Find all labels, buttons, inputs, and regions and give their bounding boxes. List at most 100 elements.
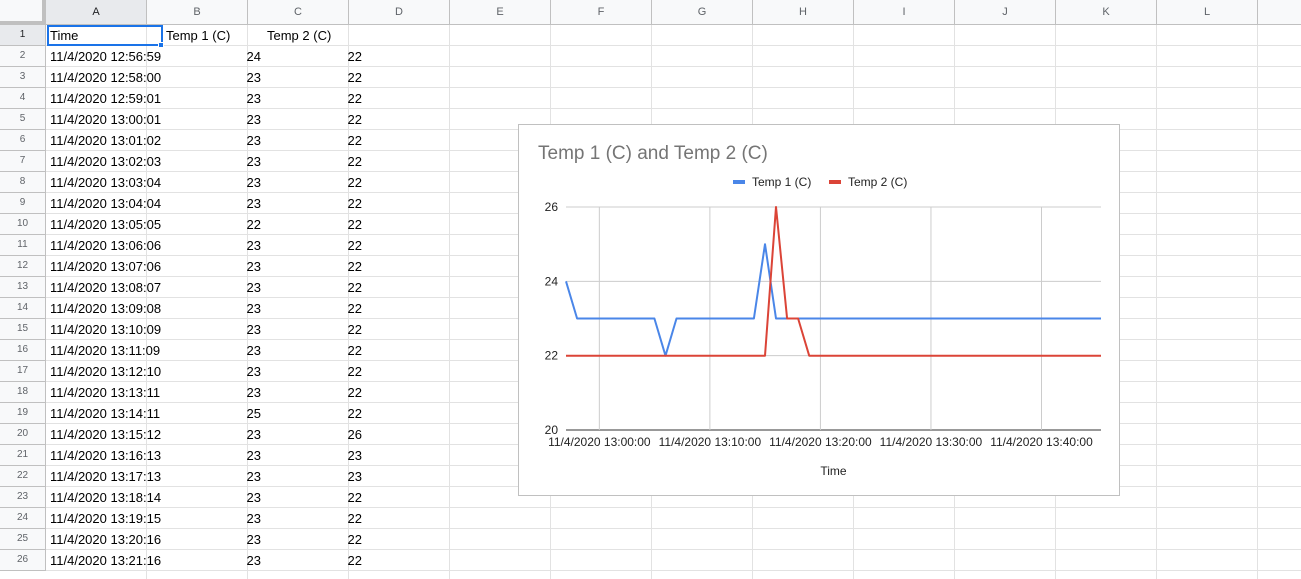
cell-b10[interactable]: 22	[163, 214, 264, 235]
cell-b23[interactable]: 23	[163, 487, 264, 508]
cell-a4[interactable]: 11/4/2020 12:59:01	[47, 88, 163, 109]
row-header-12[interactable]: 12	[0, 256, 46, 277]
cell-a22[interactable]: 11/4/2020 13:17:13	[47, 466, 163, 487]
cell-b13[interactable]: 23	[163, 277, 264, 298]
cell-a13[interactable]: 11/4/2020 13:08:07	[47, 277, 163, 298]
cell-b11[interactable]: 23	[163, 235, 264, 256]
cell-c19[interactable]: 22	[264, 403, 365, 424]
cell-a2[interactable]: 11/4/2020 12:56:59	[47, 46, 163, 67]
column-header-a[interactable]: A	[46, 0, 147, 24]
row-header-11[interactable]: 11	[0, 235, 46, 256]
cell-b17[interactable]: 23	[163, 361, 264, 382]
cell-c2[interactable]: 22	[264, 46, 365, 67]
cell-b15[interactable]: 23	[163, 319, 264, 340]
cell-a9[interactable]: 11/4/2020 13:04:04	[47, 193, 163, 214]
cell-b9[interactable]: 23	[163, 193, 264, 214]
cell-b8[interactable]: 23	[163, 172, 264, 193]
cell-b22[interactable]: 23	[163, 466, 264, 487]
row-header-3[interactable]: 3	[0, 67, 46, 88]
row-header-10[interactable]: 10	[0, 214, 46, 235]
cell-b4[interactable]: 23	[163, 88, 264, 109]
cell-c10[interactable]: 22	[264, 214, 365, 235]
cell-c21[interactable]: 23	[264, 445, 365, 466]
cell-c16[interactable]: 22	[264, 340, 365, 361]
column-header-l[interactable]: L	[1157, 0, 1258, 24]
cell-c13[interactable]: 22	[264, 277, 365, 298]
cell-c24[interactable]: 22	[264, 508, 365, 529]
row-header-1[interactable]: 1	[0, 25, 46, 46]
column-header-b[interactable]: B	[147, 0, 248, 24]
cell-a11[interactable]: 11/4/2020 13:06:06	[47, 235, 163, 256]
row-header-6[interactable]: 6	[0, 130, 46, 151]
cell-c17[interactable]: 22	[264, 361, 365, 382]
fill-handle[interactable]	[158, 42, 164, 48]
cell-c9[interactable]: 22	[264, 193, 365, 214]
row-header-24[interactable]: 24	[0, 508, 46, 529]
cell-a15[interactable]: 11/4/2020 13:10:09	[47, 319, 163, 340]
row-header-14[interactable]: 14	[0, 298, 46, 319]
row-header-22[interactable]: 22	[0, 466, 46, 487]
cell-c12[interactable]: 22	[264, 256, 365, 277]
cell-c22[interactable]: 23	[264, 466, 365, 487]
cell-b16[interactable]: 23	[163, 340, 264, 361]
cell-a24[interactable]: 11/4/2020 13:19:15	[47, 508, 163, 529]
cell-c7[interactable]: 22	[264, 151, 365, 172]
cell-a25[interactable]: 11/4/2020 13:20:16	[47, 529, 163, 550]
cell-b3[interactable]: 23	[163, 67, 264, 88]
cell-a23[interactable]: 11/4/2020 13:18:14	[47, 487, 163, 508]
cell-a20[interactable]: 11/4/2020 13:15:12	[47, 424, 163, 445]
cell-b21[interactable]: 23	[163, 445, 264, 466]
cell-a8[interactable]: 11/4/2020 13:03:04	[47, 172, 163, 193]
header-cell-c[interactable]: Temp 2 (C)	[264, 25, 365, 46]
cell-b2[interactable]: 24	[163, 46, 264, 67]
cell-a12[interactable]: 11/4/2020 13:07:06	[47, 256, 163, 277]
cell-a16[interactable]: 11/4/2020 13:11:09	[47, 340, 163, 361]
cell-a6[interactable]: 11/4/2020 13:01:02	[47, 130, 163, 151]
header-cell-a[interactable]: Time	[47, 25, 163, 46]
select-all-corner[interactable]	[0, 0, 46, 25]
cell-a14[interactable]: 11/4/2020 13:09:08	[47, 298, 163, 319]
cell-c6[interactable]: 22	[264, 130, 365, 151]
cell-b18[interactable]: 23	[163, 382, 264, 403]
cell-c11[interactable]: 22	[264, 235, 365, 256]
row-header-4[interactable]: 4	[0, 88, 46, 109]
cell-a7[interactable]: 11/4/2020 13:02:03	[47, 151, 163, 172]
cell-c26[interactable]: 22	[264, 550, 365, 571]
cell-c25[interactable]: 22	[264, 529, 365, 550]
column-header-g[interactable]: G	[652, 0, 753, 24]
cell-c4[interactable]: 22	[264, 88, 365, 109]
column-header-d[interactable]: D	[349, 0, 450, 24]
cell-b26[interactable]: 23	[163, 550, 264, 571]
cell-b7[interactable]: 23	[163, 151, 264, 172]
row-header-17[interactable]: 17	[0, 361, 46, 382]
row-header-25[interactable]: 25	[0, 529, 46, 550]
column-header-i[interactable]: I	[854, 0, 955, 24]
row-header-16[interactable]: 16	[0, 340, 46, 361]
cell-b20[interactable]: 23	[163, 424, 264, 445]
row-header-18[interactable]: 18	[0, 382, 46, 403]
cell-b24[interactable]: 23	[163, 508, 264, 529]
column-header-e[interactable]: E	[450, 0, 551, 24]
column-header-c[interactable]: C	[248, 0, 349, 24]
column-header-h[interactable]: H	[753, 0, 854, 24]
header-cell-b[interactable]: Temp 1 (C)	[163, 25, 264, 46]
row-header-15[interactable]: 15	[0, 319, 46, 340]
cell-c8[interactable]: 22	[264, 172, 365, 193]
embedded-line-chart[interactable]: Temp 1 (C) and Temp 2 (C) Temp 1 (C) Temp…	[518, 124, 1120, 496]
column-header-k[interactable]: K	[1056, 0, 1157, 24]
cell-a19[interactable]: 11/4/2020 13:14:11	[47, 403, 163, 424]
cell-c5[interactable]: 22	[264, 109, 365, 130]
cell-a18[interactable]: 11/4/2020 13:13:11	[47, 382, 163, 403]
cell-a26[interactable]: 11/4/2020 13:21:16	[47, 550, 163, 571]
cell-b19[interactable]: 25	[163, 403, 264, 424]
row-header-26[interactable]: 26	[0, 550, 46, 571]
row-header-9[interactable]: 9	[0, 193, 46, 214]
cell-c14[interactable]: 22	[264, 298, 365, 319]
row-header-19[interactable]: 19	[0, 403, 46, 424]
cell-a5[interactable]: 11/4/2020 13:00:01	[47, 109, 163, 130]
cell-b5[interactable]: 23	[163, 109, 264, 130]
cell-c3[interactable]: 22	[264, 67, 365, 88]
cell-a10[interactable]: 11/4/2020 13:05:05	[47, 214, 163, 235]
cell-c20[interactable]: 26	[264, 424, 365, 445]
cell-a3[interactable]: 11/4/2020 12:58:00	[47, 67, 163, 88]
